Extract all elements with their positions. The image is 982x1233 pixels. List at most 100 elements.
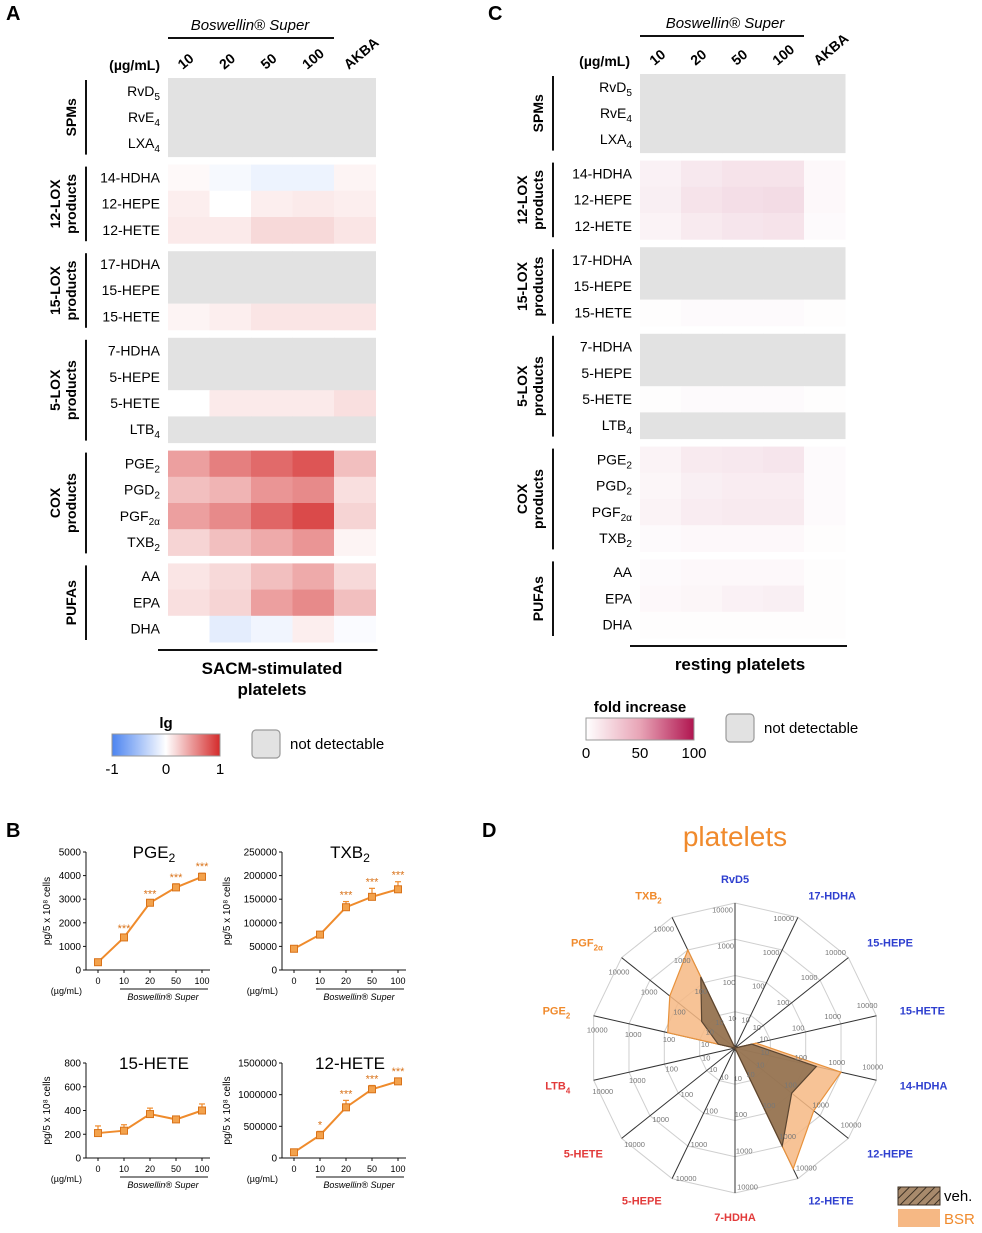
- heat-cell: [251, 503, 293, 530]
- y-tick-label: 0: [271, 1154, 277, 1165]
- radar-axis-label: 12-HETE: [808, 1195, 853, 1207]
- x-unit-label: (µg/mL): [247, 986, 278, 996]
- group-label: PUFAs: [63, 580, 79, 625]
- y-tick-label: 150000: [244, 895, 278, 906]
- heat-cell: [334, 390, 376, 417]
- ring-label: 10000: [841, 1121, 862, 1130]
- heat-cell: [334, 277, 376, 305]
- y-tick-label: 5000: [59, 848, 82, 859]
- heat-cell: [681, 611, 723, 639]
- heat-cell: [640, 386, 682, 413]
- heat-cell: [722, 273, 764, 301]
- radar-axis-label: 7-HDHA: [714, 1212, 756, 1224]
- ring-label: 100: [681, 1090, 694, 1099]
- data-point: [198, 1106, 206, 1115]
- significance-mark: ***: [366, 876, 380, 888]
- heat-cell: [804, 213, 846, 240]
- radar-axis-label: 15-HEPE: [867, 938, 913, 950]
- group-label: COX: [514, 483, 530, 514]
- radar-spoke: [621, 1047, 736, 1139]
- y-tick-label: 1000: [59, 942, 82, 953]
- ring-label: 100: [695, 987, 708, 996]
- ring-label: 1000: [691, 1140, 708, 1149]
- column-label: 50: [257, 50, 279, 72]
- ring-label: 10: [709, 1065, 717, 1074]
- heat-cell: [804, 611, 846, 639]
- column-label: 100: [769, 41, 797, 68]
- heat-cell: [334, 337, 376, 365]
- heat-cell: [681, 273, 723, 301]
- ring-label: 1000: [801, 973, 818, 982]
- legend-tick: -1: [105, 761, 118, 778]
- column-label: 50: [728, 46, 750, 68]
- row-label: PGD2: [124, 482, 160, 502]
- heat-cell: [763, 247, 805, 274]
- heat-cell: [209, 78, 252, 105]
- heat-cell: [168, 277, 210, 305]
- row-label: EPA: [605, 590, 633, 606]
- heat-cell: [334, 303, 376, 331]
- heat-cell: [640, 247, 682, 274]
- heat-cell: [722, 100, 764, 127]
- heat-cell: [334, 589, 376, 617]
- column-label: 10: [646, 46, 668, 68]
- ring-label: 1000: [717, 942, 734, 951]
- heat-cell: [640, 472, 682, 500]
- heat-cell: [168, 615, 210, 643]
- x-tick-label: 10: [119, 976, 129, 986]
- y-tick-label: 0: [271, 966, 277, 977]
- ring-label: 1000: [674, 956, 691, 965]
- heat-cell: [640, 213, 682, 240]
- y-tick-label: 3000: [59, 895, 82, 906]
- heat-cell: [681, 126, 723, 154]
- heat-cell: [763, 360, 805, 387]
- data-point: [368, 892, 376, 901]
- x-tick-label: 10: [315, 1164, 325, 1174]
- heat-cell: [640, 499, 682, 526]
- data-point: [342, 1103, 350, 1112]
- heat-cell: [804, 100, 846, 127]
- heat-cell: [804, 333, 846, 361]
- heat-cell: [681, 499, 723, 526]
- chart-title: TXB2: [330, 843, 370, 865]
- heat-cell: [640, 525, 682, 552]
- legend-bsr-label: BSR: [944, 1211, 975, 1228]
- radar-axis-label: 14-HDHA: [900, 1081, 948, 1093]
- radar-axis-label: PGE2: [543, 1005, 571, 1020]
- line-chart: 0 500000 1000000 1500000 pg/5 x 10⁸ cells 0 10…: [222, 1054, 406, 1190]
- heat-cell: [292, 337, 335, 365]
- y-axis-label: pg/5 x 10⁸ cells: [222, 877, 233, 945]
- ring-label: 1000: [763, 948, 780, 957]
- heatmap-c: Boswellin® Super (µg/mL) 10 20 50 100 AKBA RvD5…: [514, 15, 851, 674]
- legend-title: lg: [159, 715, 172, 732]
- heat-cell: [722, 386, 764, 413]
- chart-title: 12-HETE: [315, 1054, 385, 1073]
- radar-axis-label: LTB4: [545, 1081, 571, 1096]
- x-unit-label: (µg/mL): [247, 1174, 278, 1184]
- heat-cell: [681, 186, 723, 214]
- ring-label: 10: [760, 1035, 768, 1044]
- heat-cell: [168, 390, 210, 417]
- ring-label: 10: [741, 1016, 749, 1025]
- significance-mark: ***: [366, 1073, 380, 1085]
- panel-letter-d: D: [482, 820, 496, 842]
- significance-mark: ***: [392, 1066, 406, 1078]
- heat-cell: [334, 563, 376, 591]
- ring-label: 100: [723, 978, 736, 987]
- row-label: PGF2α: [120, 508, 160, 528]
- heat-cell: [763, 333, 805, 361]
- heat-cell: [168, 251, 210, 278]
- heat-cell: [804, 160, 846, 188]
- heat-cell: [251, 78, 293, 105]
- heat-cell: [640, 360, 682, 387]
- data-point: [120, 933, 128, 942]
- radar-spoke: [734, 1015, 877, 1049]
- heat-cell: [763, 126, 805, 154]
- x-tick-label: 0: [95, 976, 100, 986]
- data-point: [146, 1110, 154, 1119]
- x-tick-label: 20: [145, 1164, 155, 1174]
- legend-title: fold increase: [594, 699, 687, 716]
- heat-cell: [209, 563, 252, 591]
- ring-label: 1000: [625, 1030, 642, 1039]
- row-label: LXA4: [600, 131, 632, 151]
